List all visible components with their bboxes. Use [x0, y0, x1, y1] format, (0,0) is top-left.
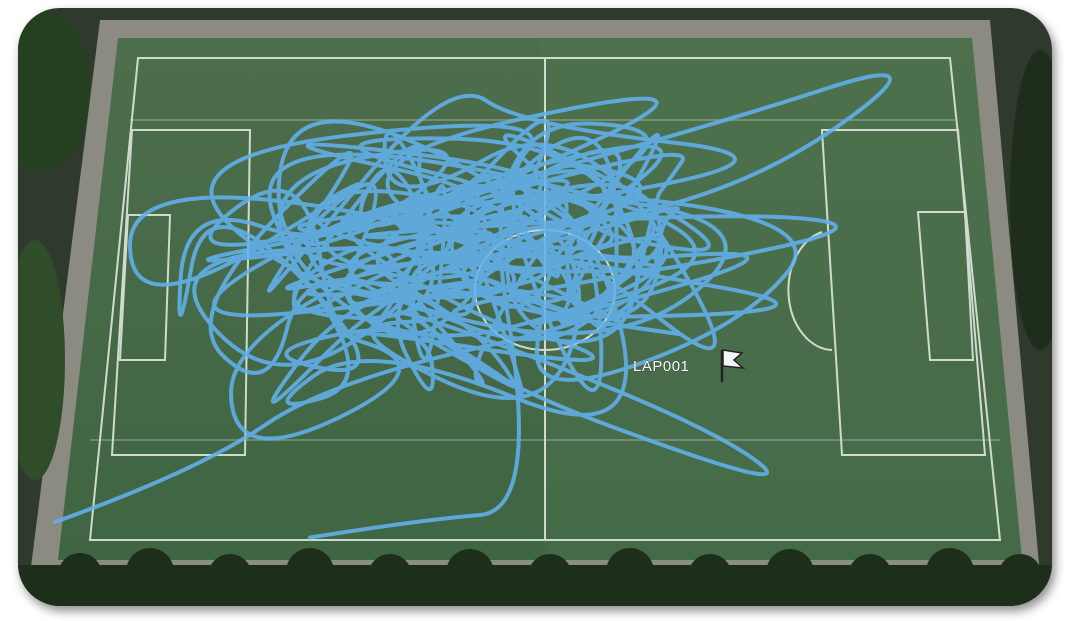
- lap-label: LAP001: [633, 358, 689, 375]
- tree: [18, 240, 65, 480]
- gps-track: [53, 73, 892, 540]
- aerial-image: LAP001: [18, 8, 1052, 606]
- track-line: [53, 73, 892, 540]
- turf-shade: [540, 38, 1022, 560]
- tree: [18, 10, 90, 170]
- tree-row: [18, 548, 1052, 606]
- lap-marker: LAP001: [633, 349, 746, 382]
- flag-icon: [722, 349, 746, 369]
- tree: [1010, 50, 1052, 350]
